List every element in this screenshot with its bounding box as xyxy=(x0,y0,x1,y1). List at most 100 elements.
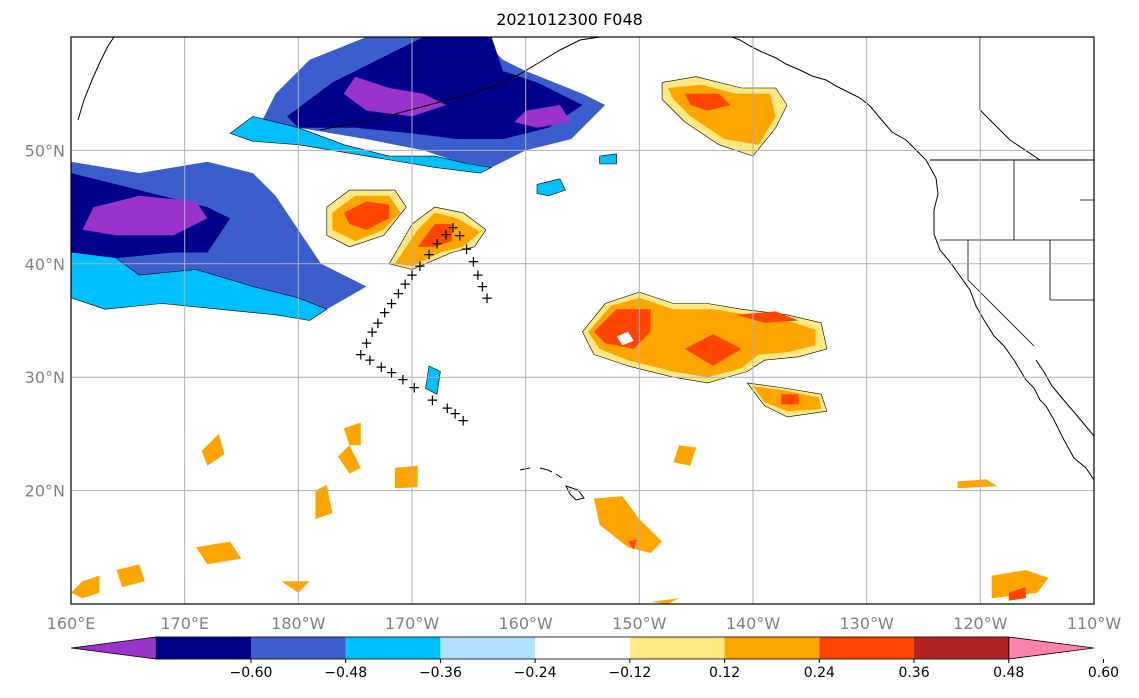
map-title: 2021012300 F048 xyxy=(496,10,643,29)
gridlines xyxy=(71,37,1094,604)
anomaly-region-pos_high xyxy=(417,224,452,247)
track-point: + xyxy=(364,351,377,369)
track-point: + xyxy=(385,294,398,312)
baja-california-coast xyxy=(1035,359,1094,437)
track-point: + xyxy=(375,358,388,376)
track-point: + xyxy=(431,234,444,252)
map-frame xyxy=(70,36,1095,605)
track-point: + xyxy=(447,219,460,237)
y-tick-label: 30°N xyxy=(25,368,65,387)
anomaly-region-pos_high xyxy=(628,539,638,550)
anomaly-fields xyxy=(71,37,1049,604)
colorbar-tick-label: −0.36 xyxy=(419,665,462,681)
x-axis-ticks: 160°E 170°E 180°W 170°W 160°W 150°W 140°W 130°W… xyxy=(47,614,1122,633)
track-point: + xyxy=(440,225,453,243)
colorbar-tick-label: −0.24 xyxy=(514,665,557,681)
x-tick-label: 130°W xyxy=(839,614,894,633)
anomaly-region-pos_mid xyxy=(650,598,680,604)
anomaly-region-pos_mid xyxy=(281,581,310,593)
north-america-coast xyxy=(731,37,1094,481)
colorbar-segment xyxy=(819,637,915,659)
colorbar-segment xyxy=(440,637,536,659)
track-point: + xyxy=(457,411,470,429)
colorbar-tick-label: 0.60 xyxy=(1088,665,1119,681)
y-axis-ticks: 20°N 30°N 40°N 50°N xyxy=(25,141,65,500)
colorbar-extend-min xyxy=(70,636,157,660)
colorbar-tick-label: −0.60 xyxy=(230,665,273,681)
anomaly-region-pos_mid xyxy=(394,465,418,489)
x-tick-label: 170°W xyxy=(385,614,440,633)
colorbar-segment xyxy=(724,637,820,659)
track-point: + xyxy=(385,364,398,382)
anomaly-region-pos_high xyxy=(684,334,742,366)
track-point: + xyxy=(355,346,368,364)
x-tick-label: 140°W xyxy=(726,614,781,633)
coastlines xyxy=(77,37,1094,501)
colorbar: −0.60 −0.48 −0.36 −0.24 −0.12 0.12 0.24 0.36 0.4… xyxy=(70,636,1119,681)
anomaly-region-neg_purple xyxy=(343,76,447,117)
anomaly-region-pos_high xyxy=(593,309,651,349)
x-tick-label: 110°W xyxy=(1067,614,1122,633)
alaska-south-coast xyxy=(319,37,601,131)
anomaly-region-pos_high xyxy=(781,394,799,405)
colorbar-segment xyxy=(535,637,630,659)
anomaly-region-pos_mid xyxy=(116,564,145,587)
anomaly-region-pos_high xyxy=(343,201,390,230)
colorbar-segment xyxy=(345,637,441,659)
anomaly-region-neg_light xyxy=(425,365,441,395)
colorbar-tick-label: 0.48 xyxy=(993,665,1024,681)
anomaly-region-pos_high xyxy=(736,311,799,323)
track-point: + xyxy=(399,275,412,293)
track-point: + xyxy=(426,391,439,409)
anomaly-region-pos_mid xyxy=(593,496,663,553)
anomaly-region-neg_purple xyxy=(514,105,572,128)
track-point: + xyxy=(397,370,410,388)
anomaly-region-pos_mid xyxy=(201,433,225,466)
colorbar-tick-label: −0.12 xyxy=(608,665,651,681)
track-point: + xyxy=(460,240,473,258)
x-tick-label: 170°E xyxy=(160,614,209,633)
anomaly-region-neg_dark xyxy=(287,37,583,140)
anomaly-region-neg_white xyxy=(616,331,634,346)
x-tick-label: 180°W xyxy=(271,614,326,633)
track-point: + xyxy=(441,399,454,417)
colorbar-segment xyxy=(914,637,1009,659)
anomaly-region-pos_mid xyxy=(338,445,361,474)
colorbar-outline xyxy=(155,636,1010,660)
x-tick-label: 160°E xyxy=(47,614,96,633)
y-tick-label: 50°N xyxy=(25,141,65,160)
anomaly-region-pos_mid xyxy=(673,445,697,466)
colorbar-tick-label: 0.36 xyxy=(898,665,929,681)
track-point: + xyxy=(453,226,466,244)
kamchatka-coast xyxy=(77,37,115,121)
track-point: + xyxy=(366,323,379,341)
track-point: + xyxy=(467,253,480,271)
track-point: + xyxy=(406,266,419,284)
x-tick-label: 120°W xyxy=(953,614,1008,633)
colorbar-segment xyxy=(250,637,346,659)
anomaly-region-pos_mid xyxy=(196,541,242,565)
x-tick-label: 160°W xyxy=(498,614,553,633)
anomaly-region-neg_light xyxy=(599,153,617,165)
y-tick-label: 20°N xyxy=(25,482,65,501)
anomaly-region-pos_mid xyxy=(343,422,361,446)
track-point: + xyxy=(449,404,462,422)
colorbar-segment xyxy=(156,637,251,659)
colorbar-extend-max xyxy=(1008,636,1095,660)
state-borders xyxy=(940,160,1094,347)
anomaly-region-pos_high xyxy=(684,93,731,111)
storm-track: ++++++++++++++++++++++++++ +++ xyxy=(355,219,494,430)
track-point: + xyxy=(360,334,373,352)
track-point: + xyxy=(408,378,421,396)
anomaly-region-neg_light xyxy=(536,178,566,197)
anomaly-region-pos_mid xyxy=(991,570,1049,599)
colorbar-tick-label: −0.48 xyxy=(324,665,367,681)
x-tick-label: 150°W xyxy=(612,614,667,633)
anomaly-region-pos_mid xyxy=(957,479,998,489)
track-point: + xyxy=(372,314,385,332)
anomaly-region-neg_light xyxy=(229,116,492,174)
colorbar-tick-label: 0.24 xyxy=(804,665,835,681)
track-point: + xyxy=(378,304,391,322)
anomaly-region-pos_mid xyxy=(315,484,333,519)
